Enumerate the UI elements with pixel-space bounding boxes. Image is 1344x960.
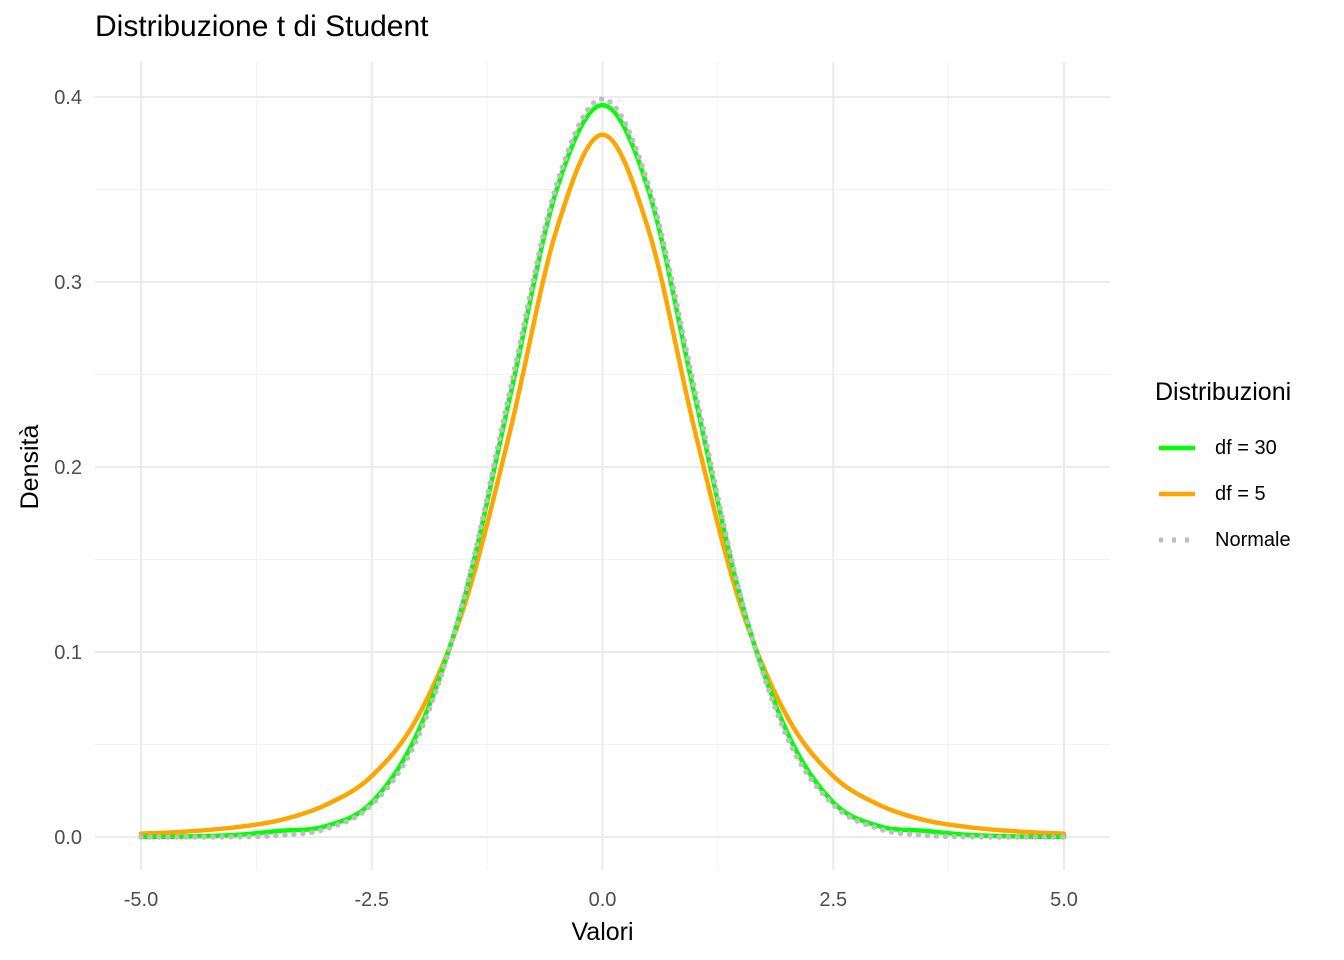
series-line-normale xyxy=(138,96,1067,840)
x-tick-label: 2.5 xyxy=(819,889,847,911)
major-gridlines xyxy=(95,62,1110,870)
legend-title: Distribuzioni xyxy=(1155,378,1292,406)
legend-label: df = 30 xyxy=(1215,436,1277,459)
legend-item: df = 30 xyxy=(1155,425,1291,471)
x-tick-labels: -5.0 -2.5 0.0 2.5 5.0 xyxy=(124,889,1078,911)
legend-label: df = 5 xyxy=(1215,482,1266,505)
legend-item: df = 5 xyxy=(1155,471,1291,517)
legend-key xyxy=(1159,445,1195,451)
legend: Distribuzioni df = 30 df = 5 Normale xyxy=(1155,378,1291,563)
y-axis-title: Densità xyxy=(16,425,44,510)
series-line-df-30 xyxy=(138,102,1067,840)
x-tick-label: -2.5 xyxy=(355,889,389,911)
y-tick-label: 0.4 xyxy=(54,87,82,109)
legend-key xyxy=(1159,537,1195,543)
series-lines xyxy=(138,96,1067,840)
x-tick-label: 5.0 xyxy=(1050,889,1078,911)
y-tick-label: 0.0 xyxy=(54,827,82,849)
x-tick-label: 0.0 xyxy=(589,889,617,911)
legend-item: Normale xyxy=(1155,517,1291,563)
y-tick-label: 0.1 xyxy=(54,642,82,664)
x-tick-label: -5.0 xyxy=(124,889,158,911)
series-line-df-5 xyxy=(138,132,1067,836)
y-tick-label: 0.2 xyxy=(54,457,82,479)
x-axis-title: Valori xyxy=(571,918,633,946)
legend-label: Normale xyxy=(1215,528,1291,551)
y-tick-label: 0.3 xyxy=(54,272,82,294)
legend-key xyxy=(1159,491,1195,497)
chart-title: Distribuzione t di Student xyxy=(95,10,429,43)
y-tick-labels: 0.0 0.1 0.2 0.3 0.4 xyxy=(54,87,82,849)
